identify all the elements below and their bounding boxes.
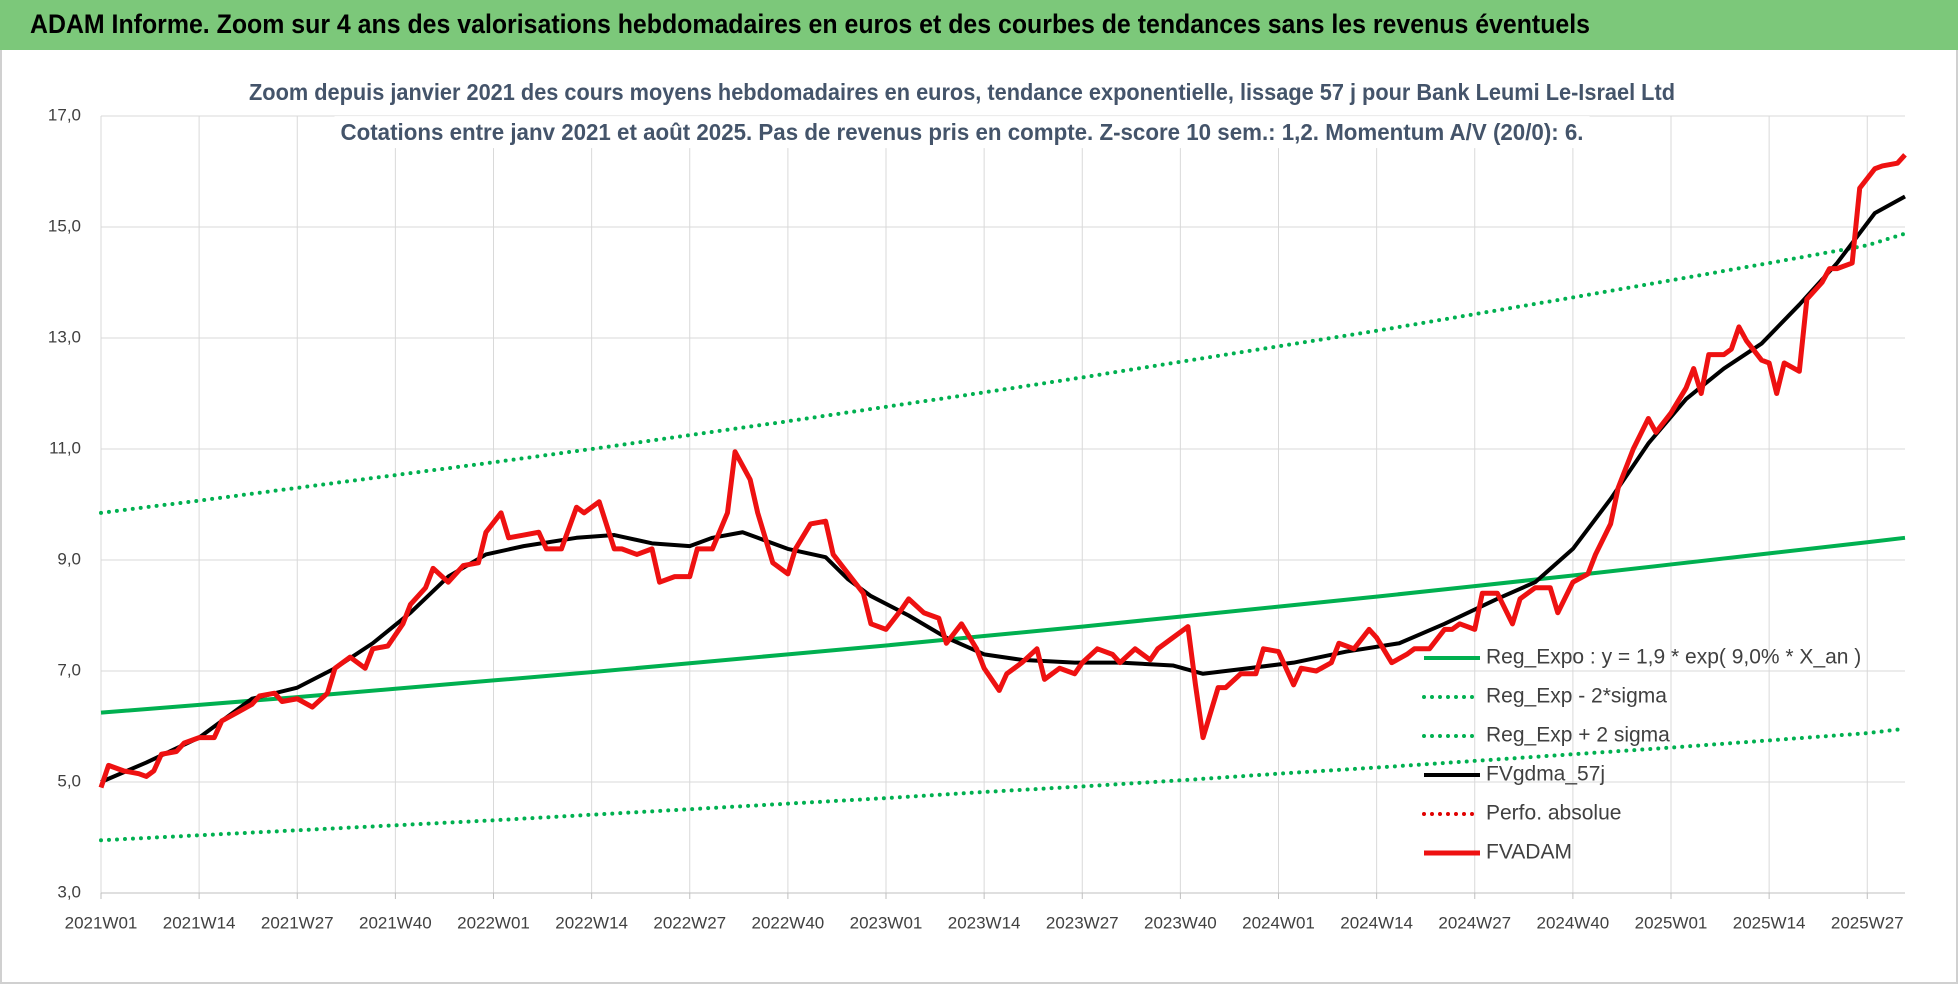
x-tick-label: 2022W40 <box>751 913 824 932</box>
y-tick-label: 5,0 <box>57 771 81 790</box>
x-tick-label: 2022W14 <box>555 913 628 932</box>
series-line <box>99 726 1907 843</box>
x-tick-label: 2023W14 <box>948 913 1021 932</box>
legend: Reg_Expo : y = 1,9 * exp( 9,0% * X_an ) R… <box>1422 646 1861 864</box>
title-background <box>243 76 1681 109</box>
y-tick-label: 13,0 <box>48 327 81 346</box>
legend-label: FVADAM <box>1486 841 1572 864</box>
x-tick-label: 2024W14 <box>1340 913 1413 932</box>
title-background <box>334 116 1590 149</box>
x-tick-label: 2021W27 <box>261 913 334 932</box>
header-band <box>0 0 1958 50</box>
series-line <box>100 535 1906 715</box>
legend-label: Reg_Exp + 2 sigma <box>1486 724 1670 747</box>
y-tick-label: 17,0 <box>48 105 81 124</box>
x-tick-label: 2024W27 <box>1438 913 1511 932</box>
y-tick-label: 9,0 <box>57 549 81 568</box>
x-tick-label: 2021W14 <box>163 913 236 932</box>
x-tick-label: 2025W27 <box>1831 913 1904 932</box>
titles: Zoom depuis janvier 2021 des cours moyen… <box>243 76 1681 149</box>
chart-subtitle: Cotations entre janv 2021 et août 2025. … <box>341 119 1584 145</box>
legend-label: Perfo. absolue <box>1486 802 1621 825</box>
y-tick-label: 7,0 <box>57 660 81 679</box>
header-title: ADAM Informe. Zoom sur 4 ans des valoris… <box>30 9 1590 39</box>
series-line <box>98 153 1907 789</box>
y-tick-label: 15,0 <box>48 216 81 235</box>
legend-label: Reg_Exp - 2*sigma <box>1486 685 1667 708</box>
x-tick-label: 2021W01 <box>65 913 138 932</box>
x-tick-label: 2023W27 <box>1046 913 1119 932</box>
x-tick-label: 2025W01 <box>1635 913 1708 932</box>
x-tick-label: 2022W01 <box>457 913 530 932</box>
legend-label: FVgdma_57j <box>1486 763 1605 786</box>
x-tick-label: 2024W40 <box>1536 913 1609 932</box>
x-tick-label: 2021W40 <box>359 913 432 932</box>
legend-label: Reg_Expo : y = 1,9 * exp( 9,0% * X_an ) <box>1486 646 1861 669</box>
x-tick-label: 2024W01 <box>1242 913 1315 932</box>
x-tick-label: 2023W01 <box>850 913 923 932</box>
y-tick-label: 3,0 <box>57 882 81 901</box>
y-tick-label: 11,0 <box>49 438 81 457</box>
x-tick-label: 2022W27 <box>653 913 726 932</box>
plot-lines <box>98 153 1907 843</box>
series-line <box>99 231 1907 515</box>
x-tick-label: 2023W40 <box>1144 913 1217 932</box>
grid: 3,0 5,0 7,0 9,0 11,0 13,0 15,0 17,0 2021W01 2021W… <box>48 105 1905 932</box>
chart-title: Zoom depuis janvier 2021 des cours moyen… <box>249 79 1675 105</box>
x-tick-label: 2025W14 <box>1733 913 1806 932</box>
